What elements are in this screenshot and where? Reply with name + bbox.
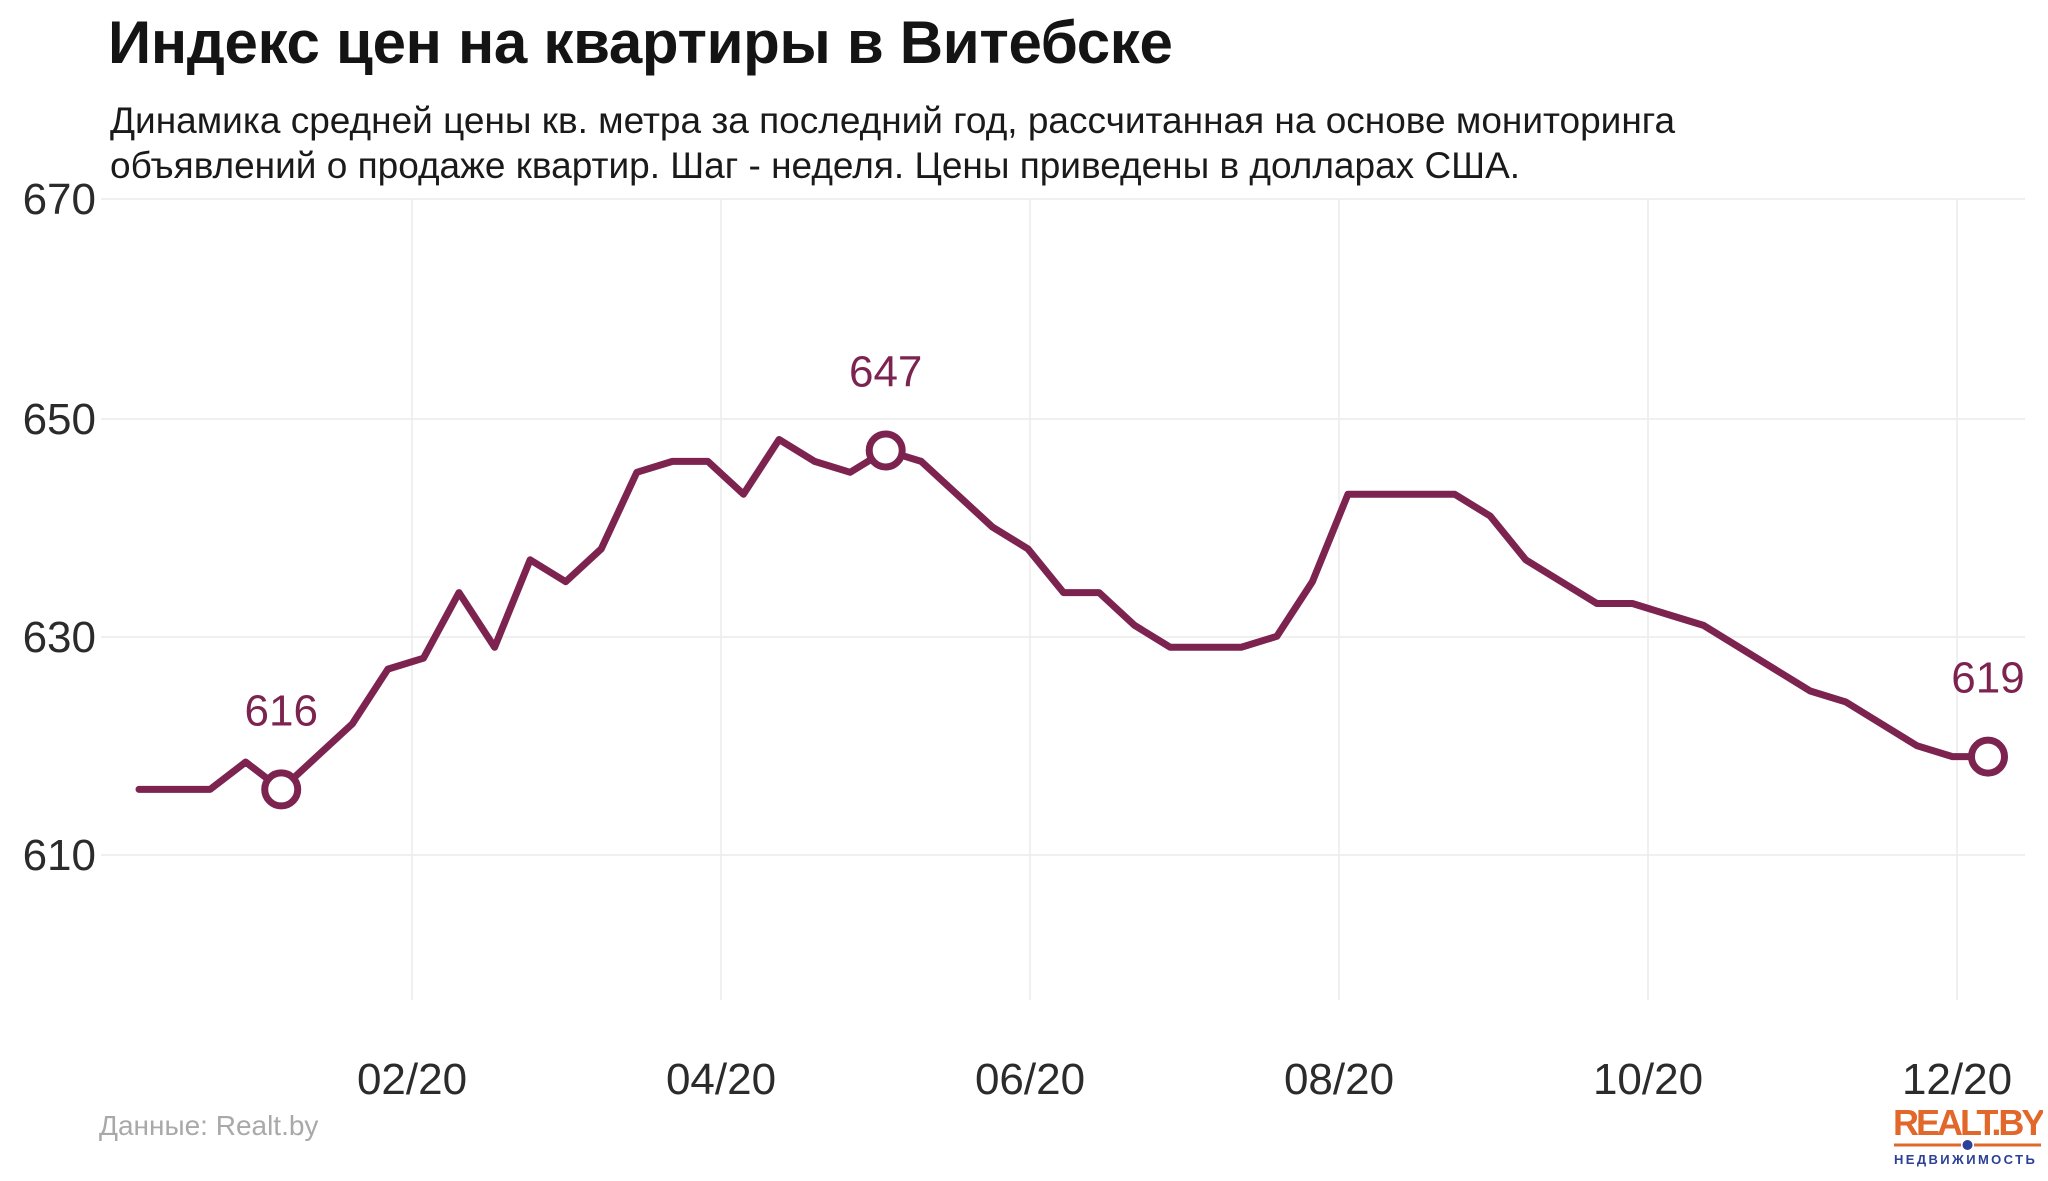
svg-text:НЕДВИЖИМОСТЬ: НЕДВИЖИМОСТЬ xyxy=(1894,1152,2037,1167)
svg-text:616: 616 xyxy=(245,686,318,735)
svg-text:REALT.BY: REALT.BY xyxy=(1893,1108,2043,1143)
svg-text:619: 619 xyxy=(1951,654,2024,703)
svg-text:647: 647 xyxy=(849,347,922,396)
